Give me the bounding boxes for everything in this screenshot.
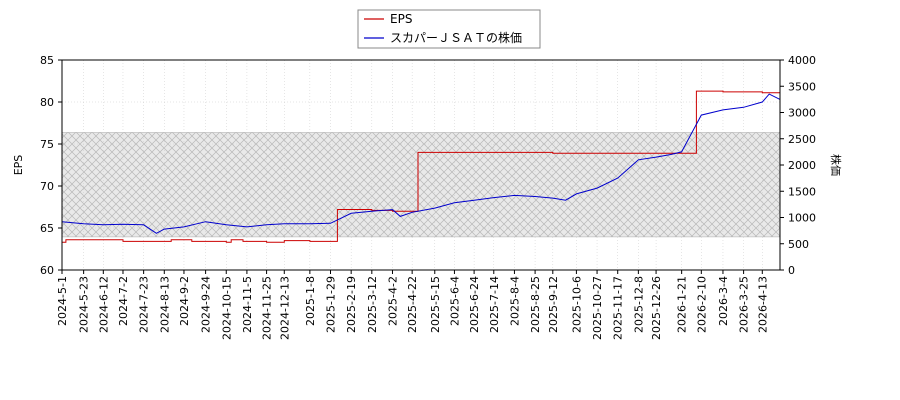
- x-tick-label: 2025-1-8: [304, 276, 317, 326]
- legend: EPS スカパーＪＳＡＴの株価: [357, 9, 541, 49]
- y-left-tick-label: 80: [40, 96, 54, 109]
- x-tick-label: 2024-9-24: [200, 276, 213, 333]
- x-tick-label: 2024-7-23: [138, 276, 151, 333]
- x-tick-label: 2026-3-25: [738, 276, 751, 333]
- legend-price-label: スカパーＪＳＡＴの株価: [390, 30, 522, 45]
- x-tick-label: 2024-11-25: [261, 276, 274, 340]
- x-tick-label: 2024-11-5: [241, 276, 254, 333]
- x-tick-label: 2024-6-12: [97, 276, 110, 333]
- y-right-tick-label: 3000: [788, 107, 816, 120]
- price-range-band: [61, 132, 781, 238]
- x-tick-label: 2024-5-1: [56, 276, 69, 326]
- y-right-tick-label: 3500: [788, 80, 816, 93]
- price-series-line: [61, 93, 781, 234]
- x-tick-label: 2025-2-19: [345, 276, 358, 333]
- x-tick-label: 2026-2-10: [695, 276, 708, 333]
- legend-eps-label: EPS: [390, 12, 412, 26]
- y-axis-left-label: EPS: [12, 155, 25, 176]
- x-tick-label: 2025-12-26: [650, 276, 663, 340]
- eps-series-line: [62, 90, 780, 243]
- x-tick-label: 2024-5-23: [78, 276, 91, 333]
- series-lines: [61, 90, 781, 243]
- y-left-tick-label: 65: [40, 222, 54, 235]
- x-tick-label: 2025-3-12: [366, 276, 379, 333]
- x-tick-label: 2025-6-24: [468, 276, 481, 333]
- y-right-tick-label: 1500: [788, 185, 816, 198]
- y-right-tick-label: 500: [788, 238, 809, 251]
- y-axis-right-label: 株価: [829, 154, 843, 176]
- x-tick-label: 2025-12-8: [632, 276, 645, 333]
- legend-box: [357, 9, 541, 49]
- y-right-tick-label: 4000: [788, 54, 816, 67]
- x-tick-label: 2024-8-13: [158, 276, 171, 333]
- x-tick-label: 2025-8-4: [508, 276, 521, 326]
- x-tick-label: 2025-8-25: [529, 276, 542, 333]
- grid-lines: [61, 59, 780, 271]
- y-left-tick-label: 70: [40, 180, 54, 193]
- y-right-tick-label: 1000: [788, 212, 816, 225]
- x-tick-label: 2025-10-27: [591, 276, 604, 340]
- x-tick-label: 2025-11-17: [612, 276, 625, 340]
- y-right-tick-label: 2000: [788, 159, 816, 172]
- x-tick-label: 2025-9-12: [547, 276, 560, 333]
- x-tick-label: 2025-4-2: [386, 276, 399, 326]
- x-tick-label: 2025-10-6: [570, 276, 583, 333]
- x-tick-label: 2026-1-21: [676, 276, 689, 333]
- x-tick-label: 2024-7-2: [117, 276, 130, 326]
- x-tick-label: 2026-4-13: [756, 276, 769, 333]
- x-tick-label: 2024-12-13: [278, 276, 291, 340]
- x-tick-label: 2025-1-29: [325, 276, 338, 333]
- y-left-tick-label: 60: [40, 264, 54, 277]
- y-axis-left: 60 65 70 75 80 85: [40, 54, 62, 277]
- x-tick-label: 2025-5-15: [429, 276, 442, 333]
- x-tick-label: 2025-4-22: [406, 276, 419, 333]
- y-axis-right: 0 500 1000 1500 2000 2500 3000 3500 4000: [780, 54, 816, 277]
- x-tick-label: 2025-7-14: [488, 276, 501, 333]
- x-axis: 2024-5-1 2024-5-23 2024-6-12 2024-7-2 2024-7…: [56, 270, 769, 340]
- x-tick-label: 2024-10-15: [220, 276, 233, 340]
- y-right-tick-label: 2500: [788, 133, 816, 146]
- y-right-tick-label: 0: [788, 264, 795, 277]
- x-tick-label: 2024-9-2: [178, 276, 191, 326]
- y-left-tick-label: 75: [40, 138, 54, 151]
- x-tick-label: 2025-6-4: [448, 276, 461, 326]
- x-tick-label: 2026-3-4: [717, 276, 730, 326]
- y-left-tick-label: 85: [40, 54, 54, 67]
